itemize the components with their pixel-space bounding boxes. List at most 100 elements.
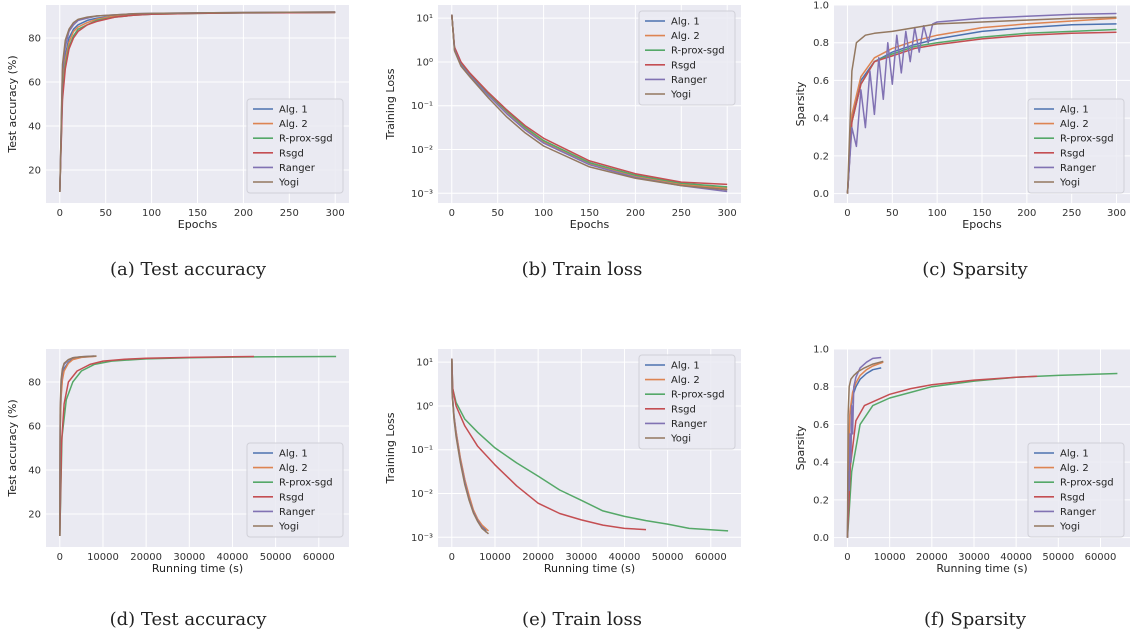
y-tick-label: 0.2 (813, 495, 829, 506)
legend-entry: R-prox-sgd (671, 390, 725, 401)
legend-entry: Ranger (279, 507, 316, 518)
caption: (b) Train loss (522, 259, 643, 280)
x-tick-label: 60000 (695, 552, 727, 563)
x-tick-label: 200 (626, 208, 645, 219)
series-line (846, 356, 882, 538)
legend-entry: Rsgd (279, 492, 304, 503)
x-axis-label: Epochs (962, 218, 1002, 231)
legend-entry: R-prox-sgd (1060, 134, 1114, 145)
x-tick-label: 100 (534, 208, 553, 219)
x-tick-label: 0 (57, 208, 63, 219)
x-tick-label: 300 (1107, 208, 1126, 219)
y-tick-label: 10¹ (416, 358, 433, 369)
x-tick-label: 150 (188, 208, 207, 219)
x-tick-label: 250 (280, 208, 299, 219)
legend-entry: Ranger (671, 75, 708, 86)
x-tick-label: 10000 (479, 552, 511, 563)
legend (638, 10, 736, 106)
x-axis-label: Running time (s) (152, 562, 243, 575)
legend-entry: Alg. 2 (279, 463, 308, 474)
legend-entry: Ranger (1060, 507, 1097, 518)
caption: (c) Sparsity (922, 259, 1028, 280)
x-tick-label: 40000 (217, 552, 249, 563)
x-axis-label: Running time (s) (544, 562, 635, 575)
y-tick-label: 80 (28, 378, 41, 389)
series-line (451, 358, 489, 535)
caption: (f) Sparsity (924, 609, 1027, 630)
y-tick-label: 10⁻¹ (411, 445, 433, 456)
x-tick-label: 0 (449, 552, 455, 563)
y-tick-label: 60 (28, 422, 41, 433)
legend (1027, 442, 1125, 538)
legend-entry: Alg. 2 (671, 375, 700, 386)
series-line (846, 12, 1117, 194)
x-tick-label: 50000 (260, 552, 292, 563)
x-tick-label: 0 (844, 552, 850, 563)
x-tick-label: 200 (234, 208, 253, 219)
series-line (846, 31, 1117, 194)
y-tick-label: 20 (28, 510, 41, 521)
chart-b: 0 50 100 150 200 250 300 10⁻³ 10⁻² 10⁻¹ 10⁰ 10¹ Epoc… (384, 5, 741, 280)
series-line (59, 11, 336, 193)
x-tick-label: 0 (57, 552, 63, 563)
x-tick-label: 0 (449, 208, 455, 219)
y-tick-label: 0.8 (813, 382, 829, 393)
x-tick-label: 300 (326, 208, 345, 219)
y-tick-label: 0.4 (813, 458, 829, 469)
y-tick-label: 0.4 (813, 114, 829, 125)
x-tick-label: 20000 (130, 552, 162, 563)
x-tick-label: 300 (718, 208, 737, 219)
x-tick-label: 30000 (958, 552, 990, 563)
legend-entry: Alg. 2 (279, 119, 308, 130)
x-tick-label: 30000 (565, 552, 597, 563)
series-line (59, 355, 255, 537)
x-axis-label: Running time (s) (936, 562, 1027, 575)
legend (638, 354, 736, 450)
y-tick-label: 10⁻³ (411, 189, 433, 200)
y-tick-label: 0.0 (813, 189, 829, 200)
x-tick-label: 10000 (87, 552, 119, 563)
y-tick-label: 0.8 (813, 38, 829, 49)
legend-entry: Yogi (670, 434, 691, 445)
x-axis-label: Epochs (178, 218, 218, 231)
legend-entry: R-prox-sgd (279, 134, 333, 145)
caption: (e) Train loss (522, 609, 642, 630)
legend-entry: Alg. 1 (279, 449, 308, 460)
y-tick-label: 1.0 (813, 345, 829, 356)
chart-c: 0 50 100 150 200 250 300 0.0 0.2 0.4 0.6 0.8 1.0 Epoc… (794, 1, 1130, 280)
caption: (d) Test accuracy (110, 609, 268, 630)
x-tick-label: 60000 (303, 552, 335, 563)
legend-entry: Ranger (279, 163, 316, 174)
chart-d: 0 10000 20000 30000 40000 50000 60000 20 40 60 80 R… (6, 349, 349, 630)
series-line (846, 16, 1117, 194)
y-tick-label: 20 (28, 166, 41, 177)
y-tick-label: 10⁰ (416, 401, 433, 412)
legend-entry: Rsgd (1060, 148, 1085, 159)
legend-entry: Yogi (278, 522, 299, 533)
y-tick-label: 1.0 (813, 1, 829, 12)
y-tick-label: 10¹ (416, 14, 433, 25)
legend-entry: Alg. 2 (1060, 119, 1089, 130)
y-axis-label: Test accuracy (%) (6, 55, 19, 153)
x-tick-label: 100 (142, 208, 161, 219)
legend-entry: Rsgd (279, 148, 304, 159)
y-tick-label: 10⁻² (411, 145, 433, 156)
x-tick-label: 100 (928, 208, 947, 219)
x-tick-label: 50 (886, 208, 899, 219)
x-tick-label: 20000 (916, 552, 948, 563)
x-tick-label: 60000 (1085, 552, 1117, 563)
chart-e: 0 10000 20000 30000 40000 50000 60000 10⁻³ 10⁻² 1… (384, 349, 741, 630)
legend-entry: Alg. 2 (671, 31, 700, 42)
y-tick-label: 80 (28, 34, 41, 45)
x-tick-label: 250 (1062, 208, 1081, 219)
x-tick-label: 30000 (173, 552, 205, 563)
series-line (846, 375, 1038, 538)
series-line (59, 355, 97, 537)
legend (246, 442, 344, 538)
x-tick-label: 50000 (652, 552, 684, 563)
legend-entry: Yogi (278, 178, 299, 189)
legend-entry: R-prox-sgd (279, 478, 333, 489)
legend-entry: Ranger (671, 419, 708, 430)
legend-entry: Alg. 1 (1060, 105, 1089, 116)
